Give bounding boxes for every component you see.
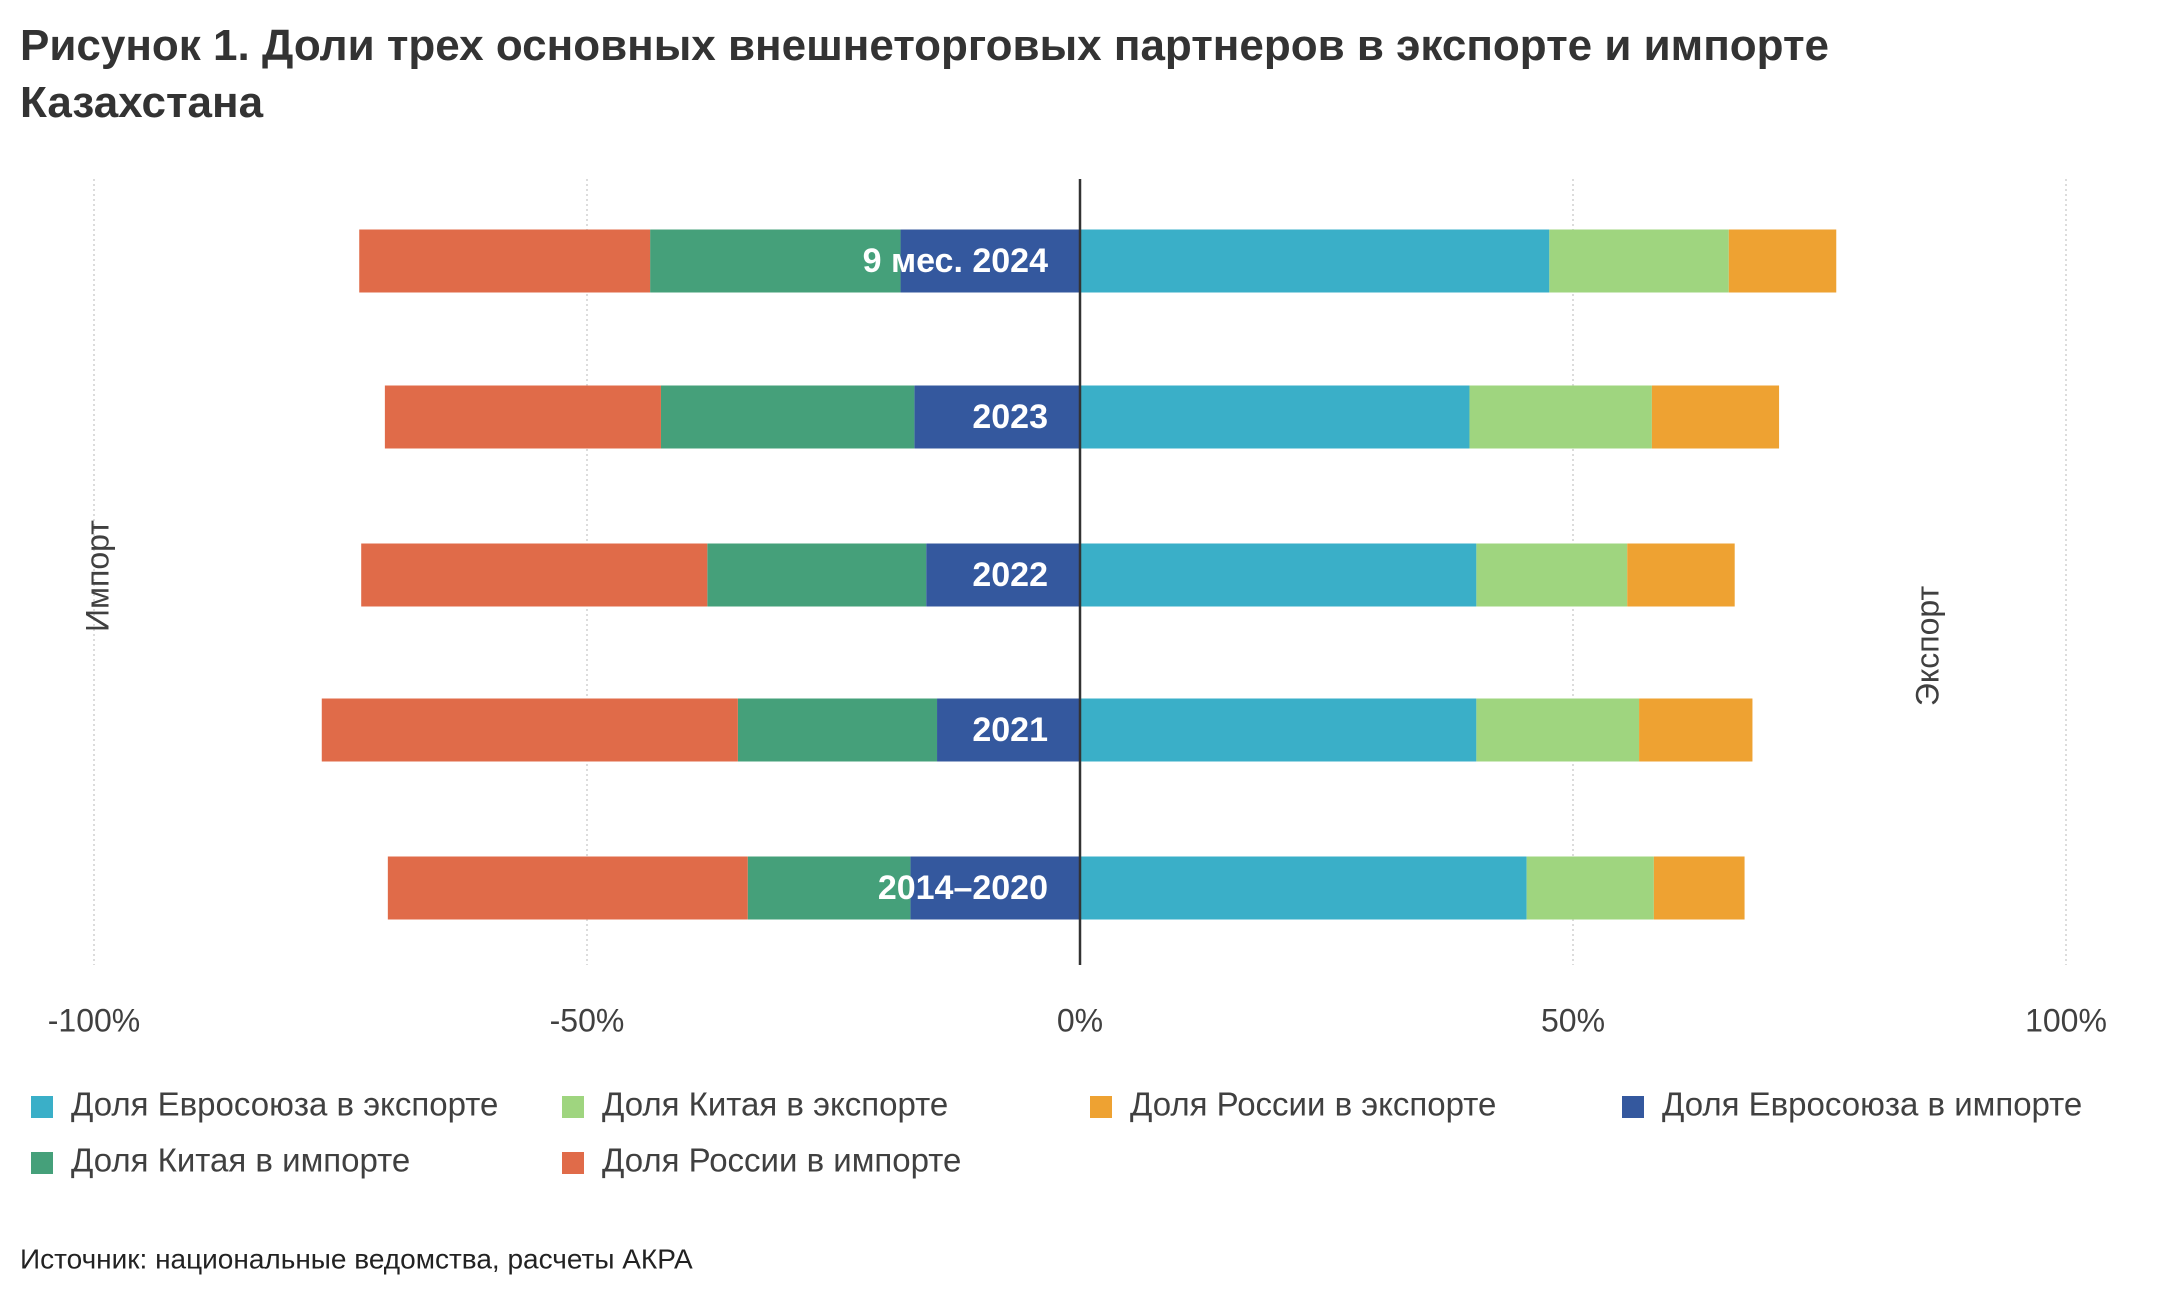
bar xyxy=(361,543,708,607)
x-tick-label: 50% xyxy=(1541,1002,1605,1038)
bar xyxy=(1639,698,1753,762)
category-label: 9 мес. 2024 xyxy=(863,242,1048,280)
bar xyxy=(900,229,1080,293)
bar xyxy=(1080,543,1477,607)
chart-title: Рисунок 1. Доли трех основных внешнеторг… xyxy=(20,21,1829,127)
bar xyxy=(359,229,651,293)
legend-label: Доля России в импорте xyxy=(602,1142,961,1179)
bar xyxy=(1627,543,1735,607)
left-axis-label: Импорт xyxy=(79,520,115,632)
x-tick-label: 0% xyxy=(1057,1002,1103,1038)
bar xyxy=(707,543,927,607)
x-tick-label: -100% xyxy=(48,1002,141,1038)
x-tick-label: -50% xyxy=(550,1002,625,1038)
category-label: 2014–2020 xyxy=(878,869,1048,907)
bar xyxy=(1526,856,1654,920)
x-tick-label: 100% xyxy=(2025,1002,2107,1038)
bar xyxy=(747,856,911,920)
legend-label: Доля России в экспорте xyxy=(1130,1086,1496,1123)
bar xyxy=(937,698,1080,762)
bar xyxy=(737,698,938,762)
bar xyxy=(1549,229,1729,293)
legend-swatch xyxy=(562,1096,584,1118)
legend-label: Доля Китая в импорте xyxy=(71,1142,410,1179)
legend-swatch xyxy=(31,1152,53,1174)
bar xyxy=(1080,856,1527,920)
legend-swatch xyxy=(1622,1096,1644,1118)
bar xyxy=(1651,385,1780,449)
bar xyxy=(910,856,1080,920)
legend-label: Доля Китая в экспорте xyxy=(602,1086,948,1123)
bar xyxy=(650,229,901,293)
legend-swatch xyxy=(31,1096,53,1118)
bar xyxy=(1476,698,1640,762)
bar xyxy=(1080,229,1550,293)
category-label: 2022 xyxy=(972,556,1048,594)
legend-swatch xyxy=(1090,1096,1112,1118)
legend-label: Доля Евросоюза в экспорте xyxy=(71,1086,498,1123)
bar xyxy=(384,385,661,449)
legend-label: Доля Евросоюза в импорте xyxy=(1662,1086,2082,1123)
bar xyxy=(926,543,1080,607)
source: Источник: национальные ведомства, расчет… xyxy=(20,1243,693,1274)
bar xyxy=(321,698,738,762)
bar xyxy=(387,856,748,920)
legend-swatch xyxy=(562,1152,584,1174)
bar xyxy=(1653,856,1745,920)
bar xyxy=(1728,229,1837,293)
bar xyxy=(1476,543,1628,607)
bar xyxy=(1080,385,1470,449)
bar xyxy=(914,385,1080,449)
bar xyxy=(1469,385,1652,449)
bar xyxy=(1080,698,1477,762)
right-axis-label: Экспорт xyxy=(1909,586,1945,707)
category-label: 2023 xyxy=(972,398,1048,436)
bar xyxy=(660,385,915,449)
category-label: 2021 xyxy=(972,711,1048,749)
